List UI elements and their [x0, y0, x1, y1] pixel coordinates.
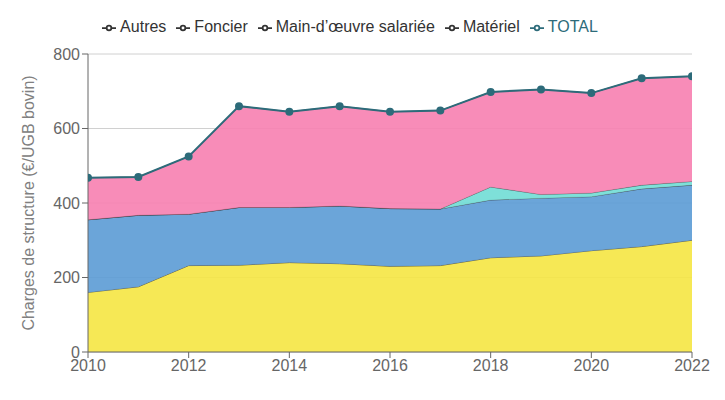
html-text:TOTAL: TOTAL: [547, 18, 598, 35]
html-text:Matériel: Matériel: [462, 18, 520, 35]
svg-text:2010: 2010: [70, 357, 106, 375]
svg-text:2018: 2018: [473, 357, 509, 374]
svg-text:2022: 2022: [674, 357, 710, 374]
html-text:Autres: Autres: [120, 18, 167, 35]
svg-text:2020: 2020: [574, 357, 610, 374]
svg-text:2012: 2012: [171, 357, 207, 374]
svg-text:800: 800: [53, 46, 80, 63]
svg-text:Charges de structure (€/UGB bo: Charges de structure (€/UGB bovin): [20, 75, 37, 330]
html-text:Foncier: Foncier: [194, 18, 248, 35]
svg-text:2014: 2014: [272, 357, 308, 374]
svg-text:0: 0: [71, 344, 80, 361]
svg-text:600: 600: [53, 120, 80, 137]
svg-text:2016: 2016: [372, 357, 408, 374]
svg-text:400: 400: [53, 195, 80, 212]
html-text:Main-d’œuvre salariée: Main-d’œuvre salariée: [275, 18, 435, 35]
svg-text:200: 200: [53, 269, 80, 286]
